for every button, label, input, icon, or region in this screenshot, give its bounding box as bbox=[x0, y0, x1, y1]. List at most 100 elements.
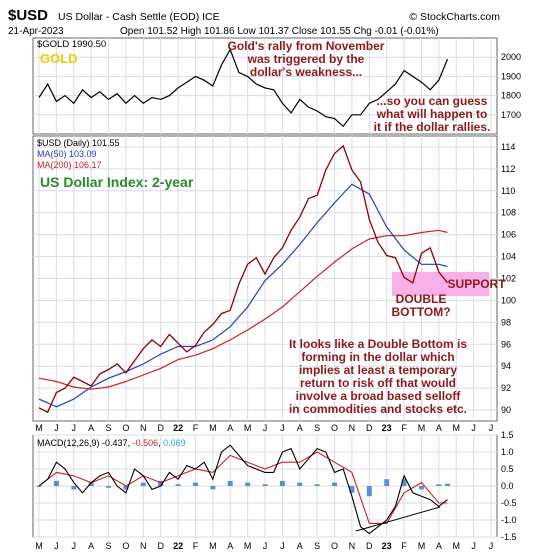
x-tick-label: S bbox=[314, 541, 320, 551]
macd-signal-line bbox=[38, 451, 448, 524]
x-tick-label: M bbox=[418, 541, 426, 551]
usd-legend-price: $USD (Daily) 101.55 bbox=[37, 138, 120, 148]
x-tick-label: 23 bbox=[382, 541, 392, 551]
commentary-line-4: return to risk off that would bbox=[300, 376, 456, 390]
x-tick-label: S bbox=[106, 423, 112, 433]
x-tick-label: D bbox=[366, 541, 373, 551]
y-tick-label: 1900 bbox=[501, 71, 521, 81]
macd-hist-bar bbox=[279, 480, 285, 486]
macd-hist-bar bbox=[245, 482, 251, 486]
double-bottom-line-1: DOUBLE bbox=[396, 292, 447, 306]
y-tick-label: -1.5 bbox=[501, 532, 517, 542]
usd-y-axis: 114 112 110 108 106 104 102 100 98 96 94 92 90 bbox=[501, 142, 516, 415]
macd-hist-bar bbox=[210, 486, 216, 490]
x-tick-label: A bbox=[297, 541, 303, 551]
macd-hist-bar bbox=[175, 484, 181, 486]
macd-hist-bar bbox=[401, 479, 407, 486]
macd-hist-bar bbox=[366, 486, 372, 497]
ma50-line bbox=[38, 183, 448, 408]
y-tick-label: 92 bbox=[501, 383, 511, 393]
x-tick-label: D bbox=[157, 423, 164, 433]
commentary-line-3: implies at least a temporary bbox=[299, 363, 457, 377]
x-tick-label: J bbox=[489, 423, 494, 433]
support-zone bbox=[391, 271, 490, 297]
gold-annotation-line-2: was triggered by the bbox=[247, 52, 365, 66]
macd-hist-bar bbox=[314, 484, 320, 486]
macd-hist-bar bbox=[227, 480, 233, 486]
x-tick-label: N bbox=[140, 541, 147, 551]
gold-y-axis: 2000 1900 1800 1700 bbox=[501, 52, 521, 120]
macd-hist-bar bbox=[445, 483, 451, 486]
gold-warning-line-1: ...so you can guess bbox=[377, 94, 488, 108]
double-bottom-line-2: BOTTOM? bbox=[391, 305, 450, 319]
x-tick-label: D bbox=[157, 541, 164, 551]
gold-label: GOLD bbox=[40, 51, 78, 66]
x-tick-label: N bbox=[349, 423, 356, 433]
usd-legend: $USD (Daily) 101.55 MA(50) 103.09 MA(200… bbox=[37, 138, 120, 170]
usd-grid bbox=[33, 136, 497, 421]
x-tick-label: S bbox=[106, 541, 112, 551]
x-tick-label: A bbox=[88, 423, 94, 433]
commentary-line-6: in commodities and stocks etc. bbox=[289, 402, 467, 416]
y-tick-label: 90 bbox=[501, 405, 511, 415]
macd-hist-bar bbox=[106, 486, 112, 488]
y-tick-label: 0.5 bbox=[501, 464, 514, 474]
x-tick-label: S bbox=[314, 423, 320, 433]
commentary-line-1: It looks like a Double Bottom is bbox=[289, 337, 467, 351]
macd-hist-bar bbox=[384, 479, 390, 486]
macd-hist-bar bbox=[88, 482, 94, 486]
commentary-line-2: forming in the dollar which bbox=[301, 350, 454, 364]
macd-hist-bar bbox=[53, 480, 59, 486]
y-tick-label: 112 bbox=[501, 164, 515, 174]
x-tick-label: A bbox=[227, 541, 233, 551]
y-tick-label: 108 bbox=[501, 208, 516, 218]
macd-hist-bar bbox=[297, 482, 303, 486]
chart-security-name: US Dollar - Cash Settle (EOD) ICE bbox=[58, 11, 220, 23]
macd-hist-bar bbox=[262, 484, 268, 486]
x-tick-label: 23 bbox=[382, 423, 392, 433]
x-tick-label: A bbox=[297, 423, 303, 433]
x-tick-label: M bbox=[35, 541, 43, 551]
gold-warning-annotation: ...so you can guess what will happen to … bbox=[374, 94, 491, 134]
x-tick-label: M bbox=[418, 423, 426, 433]
x-tick-label: J bbox=[72, 423, 77, 433]
x-tick-label: J bbox=[471, 541, 476, 551]
x-tick-label: N bbox=[349, 541, 356, 551]
x-tick-label: M bbox=[452, 541, 460, 551]
macd-hist-bar bbox=[436, 484, 442, 486]
x-tick-label: M bbox=[244, 541, 252, 551]
x-tick-label: A bbox=[436, 423, 442, 433]
macd-histogram bbox=[36, 479, 451, 497]
x-tick-label: J bbox=[263, 423, 268, 433]
x-tick-label: J bbox=[280, 423, 285, 433]
y-tick-label: 1700 bbox=[501, 110, 521, 120]
x-tick-label: A bbox=[436, 541, 442, 551]
x-tick-label: J bbox=[54, 541, 59, 551]
macd-hist-bar bbox=[71, 486, 77, 490]
gold-annotation-line-3: dollar's weakness... bbox=[250, 65, 362, 79]
macd-hist-bar bbox=[332, 482, 338, 486]
quote-summary: Open 101.52 High 101.86 Low 101.37 Close… bbox=[120, 26, 439, 37]
gold-grid bbox=[33, 38, 497, 134]
x-tick-label: J bbox=[263, 541, 268, 551]
x-tick-label: M bbox=[452, 423, 460, 433]
x-tick-label: O bbox=[122, 541, 129, 551]
macd-trendline bbox=[355, 506, 441, 532]
source-credit: © StockCharts.com bbox=[409, 11, 500, 23]
x-tick-label: 22 bbox=[173, 423, 183, 433]
x-tick-label: O bbox=[122, 423, 129, 433]
x-tick-label: J bbox=[489, 541, 494, 551]
commentary-annotation: It looks like a Double Bottom is forming… bbox=[289, 337, 467, 416]
x-tick-label: D bbox=[366, 423, 373, 433]
y-tick-label: 0.0 bbox=[501, 481, 514, 491]
y-tick-label: 96 bbox=[501, 339, 511, 349]
chart-symbol: $USD bbox=[8, 7, 48, 24]
x-axis-mid: M J J A S O N D 22 F M A M J J A S O N D 23 F M A M J J bbox=[35, 423, 493, 433]
x-tick-label: F bbox=[401, 423, 407, 433]
y-tick-label: 106 bbox=[501, 230, 516, 240]
x-tick-label: M bbox=[244, 423, 252, 433]
y-tick-label: 104 bbox=[501, 252, 516, 262]
macd-hist-bar bbox=[140, 482, 146, 486]
y-tick-label: -1.0 bbox=[501, 515, 517, 525]
usd-price-line bbox=[38, 144, 449, 414]
